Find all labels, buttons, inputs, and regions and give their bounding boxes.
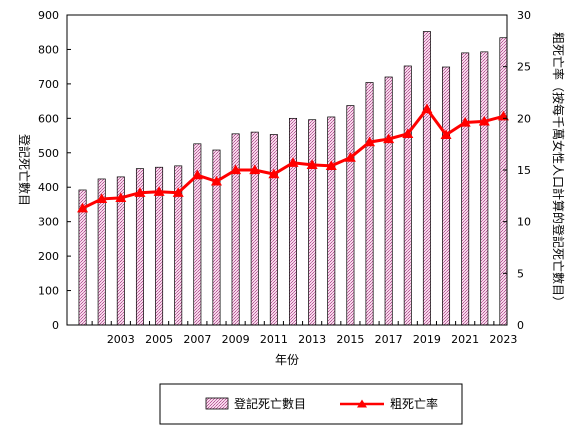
legend-line-marker: [357, 399, 367, 408]
line-point-2013: [306, 159, 318, 169]
right-axis-ticks: 0 5 10 15 20 25 30: [503, 9, 531, 332]
line-point-2018: [402, 128, 414, 138]
bars-group: [78, 31, 508, 326]
right-tick-label: 30: [517, 9, 531, 22]
x-tick-label: 2021: [451, 333, 479, 346]
bar-2014: [327, 116, 336, 326]
x-tick-label: 2011: [260, 333, 288, 346]
right-tick-label: 10: [517, 216, 531, 229]
bar-2009: [231, 133, 240, 326]
y-axis-right-title: 粗死亡率（按每千萬女性人口計算的登記死亡數目）: [551, 32, 566, 308]
right-tick-label: 15: [517, 164, 531, 177]
bar-2023: [499, 37, 508, 326]
legend-bar-label: 登記死亡數目: [234, 396, 306, 411]
bar-2022: [480, 51, 489, 326]
line-point-2004: [134, 187, 146, 197]
bar-2019: [422, 31, 431, 326]
right-tick-label: 20: [517, 112, 531, 125]
line-point-2006: [172, 187, 184, 197]
legend: 登記死亡數目 粗死亡率: [159, 383, 463, 425]
line-point-2015: [344, 152, 356, 162]
line-point-2009: [230, 164, 242, 175]
left-tick-label: 200: [38, 250, 59, 263]
left-tick-label: 600: [38, 112, 59, 125]
bar-2020: [442, 66, 451, 326]
bar-2018: [403, 65, 412, 326]
line-point-2016: [364, 136, 376, 147]
right-tick-label: 0: [517, 319, 524, 332]
left-tick-label: 300: [38, 216, 59, 229]
bar-2016: [365, 82, 374, 326]
legend-line-label: 粗死亡率: [390, 396, 438, 411]
bar-2017: [384, 76, 393, 326]
legend-bar-swatch: [205, 397, 229, 410]
bar-2015: [346, 105, 355, 326]
line-point-2022: [478, 115, 490, 126]
y-axis-left-title: 登記死亡數目: [17, 134, 32, 206]
left-tick-label: 400: [38, 181, 59, 194]
line-point-2010: [249, 164, 261, 175]
line-point-2003: [115, 192, 127, 203]
right-tick-label: 25: [517, 61, 531, 74]
bar-2013: [308, 119, 317, 326]
line-point-2008: [210, 175, 222, 186]
x-tick-label: 2013: [298, 333, 326, 346]
bar-2011: [269, 134, 278, 326]
line-point-2021: [459, 116, 471, 127]
line-series-group: [77, 103, 509, 213]
bar-2010: [250, 131, 259, 326]
left-tick-label: 700: [38, 78, 59, 91]
line-point-2007: [191, 169, 203, 180]
left-tick-label: 800: [38, 43, 59, 56]
x-tick-label: 2023: [489, 333, 517, 346]
right-tick-label: 5: [517, 267, 524, 280]
left-tick-label: 100: [38, 285, 59, 298]
line-point-2001: [77, 202, 89, 213]
x-tick-label: 2003: [107, 333, 135, 346]
left-axis-ticks: 0 100 200 300 400 500 600 700 800 900: [38, 9, 71, 332]
bar-2012: [289, 117, 297, 326]
x-tick-label: 2009: [222, 333, 250, 346]
x-axis-ticks: 2003 2005 2007 2009 2011 2013 2015 2017 2019 2021…: [91, 321, 517, 346]
x-tick-label: 2019: [413, 333, 441, 346]
left-tick-label: 0: [52, 319, 59, 332]
line-point-2002: [96, 193, 108, 204]
x-axis-title: 年份: [275, 353, 299, 367]
plot-frame: [66, 14, 508, 326]
x-tick-label: 2017: [375, 333, 403, 346]
line-point-2011: [268, 168, 280, 179]
x-tick-label: 2015: [336, 333, 364, 346]
line-point-2014: [325, 160, 337, 170]
line-point-2019: [421, 103, 433, 114]
line-point-2012: [287, 157, 299, 167]
x-tick-label: 2005: [145, 333, 173, 346]
line-point-2005: [153, 186, 165, 196]
line-point-2017: [383, 133, 395, 144]
left-tick-label: 900: [38, 9, 59, 22]
left-tick-label: 500: [38, 147, 59, 160]
line-point-2020: [440, 129, 452, 139]
x-tick-label: 2007: [183, 333, 211, 346]
bar-2021: [461, 52, 470, 326]
